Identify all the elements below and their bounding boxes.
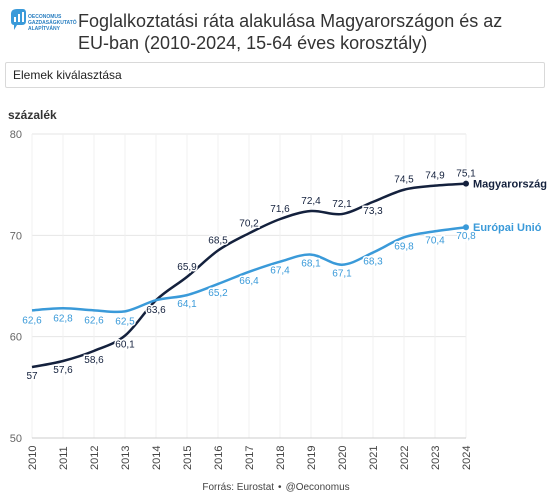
y-tick-label: 70: [10, 230, 22, 242]
data-label: 62,6: [84, 315, 104, 326]
chart-title: Foglalkoztatási ráta alakulása Magyarors…: [78, 11, 503, 53]
data-label: 57,6: [53, 365, 73, 376]
x-tick-label: 2024: [461, 446, 473, 470]
logo-text-1: OECONOMUS: [28, 14, 62, 20]
data-label: 72,1: [332, 199, 352, 210]
x-tick-label: 2016: [213, 446, 225, 470]
x-tick-label: 2010: [27, 446, 39, 470]
data-label: 70,4: [425, 235, 445, 246]
data-label: 57: [26, 371, 38, 382]
data-label: 74,9: [425, 171, 445, 182]
logo-text-2: GAZDASÁGKUTATÓ: [28, 20, 77, 26]
oeconomus-logo: OECONOMUS GAZDASÁGKUTATÓ ALAPÍTVÁNY: [8, 8, 77, 48]
source-text: Forrás: Eurostat: [202, 482, 275, 493]
footer-handle: @Oeconomus: [285, 482, 350, 493]
data-label: 72,4: [301, 196, 321, 207]
x-tick-label: 2012: [89, 446, 101, 470]
x-tick-label: 2023: [430, 446, 442, 470]
x-tick-label: 2013: [120, 446, 132, 470]
data-label: 62,8: [53, 313, 73, 324]
data-label: 65,2: [208, 288, 228, 299]
x-tick-label: 2015: [182, 446, 194, 470]
data-label: 58,6: [84, 355, 104, 366]
y-tick-label: 50: [10, 433, 22, 445]
source-footer: Forrás: Eurostat • @Oeconomus: [0, 482, 552, 493]
x-tick-label: 2014: [151, 446, 163, 470]
y-tick-label: 60: [10, 332, 22, 344]
x-tick-label: 2017: [244, 446, 256, 470]
series-select[interactable]: Elemek kiválasztása: [5, 62, 545, 88]
y-axis-label: százalék: [8, 108, 57, 122]
data-label: 68,3: [363, 257, 383, 268]
logo-wordmark: OECONOMUS GAZDASÁGKUTATÓ ALAPÍTVÁNY: [28, 14, 77, 32]
data-label: 70,2: [239, 218, 259, 229]
footer-separator: •: [278, 482, 282, 493]
data-label: 75,1: [456, 169, 476, 180]
series-select-placeholder: Elemek kiválasztása: [13, 68, 122, 82]
logo-text-3: ALAPÍTVÁNY: [28, 26, 60, 32]
data-label: 66,4: [239, 276, 259, 287]
data-label: 69,8: [394, 241, 414, 252]
x-tick-label: 2020: [337, 446, 349, 470]
data-label: 65,9: [177, 262, 197, 273]
data-label: 62,6: [22, 315, 42, 326]
x-tick-label: 2022: [399, 446, 411, 470]
data-label: 62,5: [115, 316, 135, 327]
y-tick-label: 80: [10, 129, 22, 141]
data-label: 60,1: [115, 340, 135, 351]
data-label: 73,3: [363, 206, 383, 217]
series-line-eu: [31, 225, 467, 314]
series-end-point: [463, 224, 469, 231]
series-name-label: Európai Unió: [473, 222, 542, 234]
data-label: 68,1: [301, 259, 321, 270]
data-label: 74,5: [394, 175, 414, 186]
data-label: 67,4: [270, 266, 290, 277]
data-label: 63,6: [146, 305, 166, 316]
x-tick-label: 2011: [58, 446, 70, 470]
data-label: 68,5: [208, 236, 228, 247]
series-end-point: [463, 180, 469, 187]
series-name-label: Magyarország: [473, 179, 547, 191]
data-label: 64,1: [177, 299, 197, 310]
logo-mark-icon: [11, 9, 26, 30]
x-tick-label: 2021: [368, 446, 380, 470]
line-chart: 50 60 70 80 2010 2011 2012 2013 2014 2015 2016 2017…: [10, 129, 547, 470]
series-line-magyarorszag: [31, 182, 467, 369]
x-tick-label: 2018: [275, 446, 287, 470]
data-label: 71,6: [270, 204, 290, 215]
data-label: 67,1: [332, 269, 352, 280]
x-tick-label: 2019: [306, 446, 318, 470]
data-label: 70,8: [456, 231, 476, 242]
